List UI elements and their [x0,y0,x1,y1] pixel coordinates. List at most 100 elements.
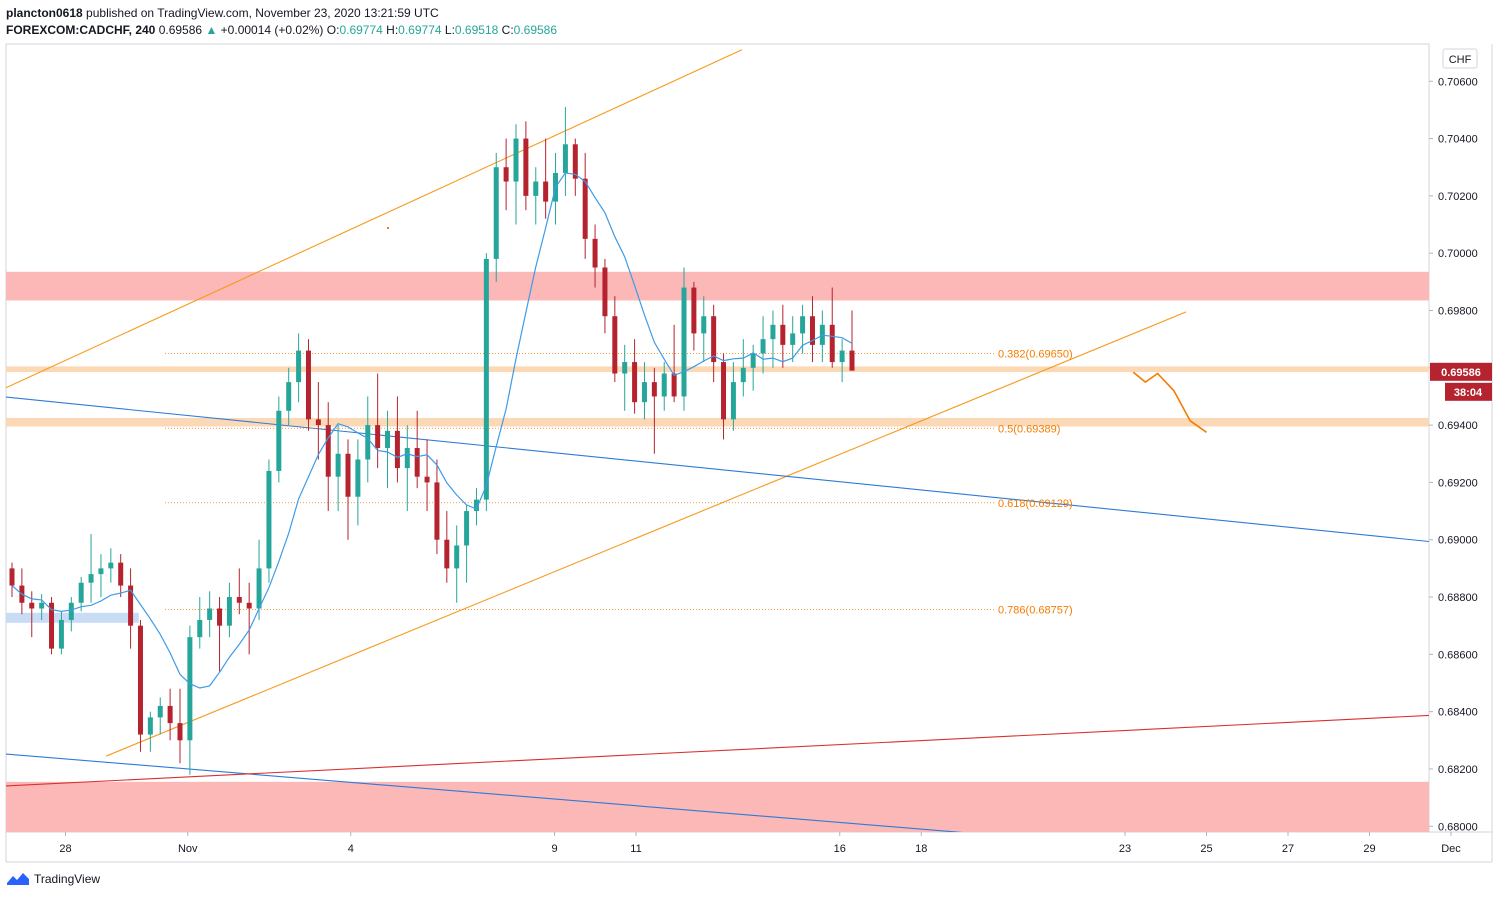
candle [19,568,25,615]
high-label: H: [386,23,399,37]
close-value: 0.69586 [513,23,558,37]
candle-body [473,499,479,512]
publisher-name[interactable]: plancton0618 [6,6,83,20]
candle [375,373,381,469]
candle [236,568,242,615]
open-value: 0.69774 [339,23,383,37]
candle [335,425,341,512]
time-tick-label: 28 [59,843,71,855]
candle [503,138,509,211]
candle [217,597,223,672]
candle-body [592,238,598,268]
published-text: published on TradingView.com, November 2… [86,6,439,20]
candle-body [296,350,302,383]
candle [197,597,203,649]
candle-body [345,453,351,497]
price-tick-label: 0.68600 [1438,649,1478,661]
candle-body [305,350,311,420]
candle [711,304,717,383]
plot-frame [5,43,1430,833]
time-tick-label: 29 [1363,843,1375,855]
candle-body [286,382,292,411]
symbol-name[interactable]: FOREXCOM:CADCHF, 240 [6,23,156,37]
candle [345,439,351,540]
candle [286,367,292,426]
candle-body [543,181,549,202]
candle [305,339,311,431]
price-tick-label: 0.69400 [1438,420,1478,432]
price-tick-label: 0.68200 [1438,764,1478,776]
time-tick-label: 23 [1119,843,1131,855]
low-label: L: [444,23,455,37]
fib-level-label: 0.618(0.69129) [998,498,1073,510]
candle [9,562,15,598]
time-axis: 2628Nov4911161823252729Dec357 [59,832,1461,855]
current-price-box [1430,362,1492,381]
tradingview-logo-icon [7,873,29,885]
candle-body [147,717,153,735]
candle-body [503,167,509,182]
candle-body [217,608,223,626]
candle-body [641,382,647,403]
price-tick-label: 0.70400 [1438,134,1478,146]
candle [49,597,55,655]
price-tick-label: 0.70600 [1438,76,1478,88]
candle [137,619,143,752]
price-tick-label: 0.69000 [1438,535,1478,547]
time-tick-label: 4 [348,843,354,855]
up-arrow-icon: ▲ [205,23,218,37]
candle-body [740,367,746,383]
candle-body [128,585,134,626]
candle-body [483,258,489,500]
candle [454,525,460,603]
candle-body [226,597,232,626]
candle [809,296,815,363]
candle [177,688,183,764]
candle-body [385,430,391,449]
candle [68,597,74,632]
currency-label: CHF [1449,54,1472,66]
candle [325,402,331,512]
symbol-legend: FOREXCOM:CADCHF, 240 0.69586 ▲ +0.00014 … [6,23,557,37]
candle [721,353,727,440]
support-zone-2 [6,366,1429,373]
price-tick-label: 0.70000 [1438,248,1478,260]
candle-body [750,353,756,368]
candle-body [800,316,806,334]
price-change: +0.00014 (+0.02%) [220,23,324,37]
candle-body [434,482,440,540]
support-zone-3 [6,417,1429,427]
price-tick-label: 0.68400 [1438,707,1478,719]
candle-body [187,637,193,741]
candle [543,138,549,219]
candle-body [681,287,687,397]
current-price-label: 0.69586 [1441,367,1481,379]
candle-body [523,138,529,196]
candle [780,304,786,368]
price-tick-label: 0.68000 [1438,821,1478,833]
candle [651,367,657,454]
candle [671,324,677,403]
publish-info: plancton0618 published on TradingView.co… [6,6,439,20]
candle-body [414,448,420,477]
candle [839,339,845,383]
candle-body [711,316,717,363]
candle [404,425,410,512]
candle [167,688,173,741]
candle [483,253,489,512]
fib-level-label: 0.5(0.69389) [998,423,1060,435]
candle-body [809,316,815,345]
candle [147,711,153,752]
fib-level-label: 0.786(0.68757) [998,604,1073,616]
candle-body [602,267,608,317]
candle-body [701,316,707,334]
trend_blue-line-3 [6,753,963,832]
footer-brand[interactable]: TradingView [6,872,100,886]
candle-body [98,568,104,575]
candle-body [325,425,331,477]
trend_blue-line-2 [6,396,1429,543]
candle [760,316,766,374]
candle-body [730,382,736,420]
candle-body [533,181,539,196]
